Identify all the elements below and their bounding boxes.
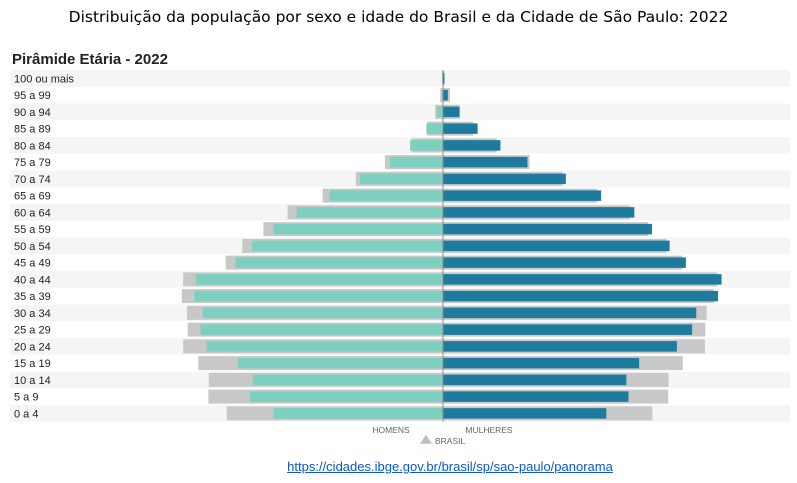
category-label: 70 a 74 (14, 174, 51, 186)
city-bar-mulheres (443, 140, 501, 151)
category-label: 75 a 79 (14, 157, 51, 169)
category-label: 90 a 94 (14, 107, 51, 119)
city-bar-mulheres (443, 274, 722, 285)
city-bar-homens (359, 173, 443, 185)
category-label: 45 a 49 (14, 258, 51, 270)
city-bar-mulheres (443, 190, 602, 201)
city-bar-homens (206, 341, 443, 352)
city-bar-mulheres (443, 223, 652, 235)
city-bar-mulheres (443, 408, 607, 419)
city-bar-mulheres (443, 324, 693, 335)
category-label: 100 ou mais (14, 73, 74, 85)
category-label: 65 a 69 (14, 191, 51, 203)
city-bar-homens (426, 123, 443, 134)
category-label: 95 a 99 (14, 90, 51, 102)
axis-label-mulheres: MULHERES (465, 425, 513, 435)
city-bar-homens (390, 156, 443, 168)
population-pyramid-chart: Pirâmide Etária - 2022 100 ou mais 95 a 9… (10, 51, 790, 444)
city-bar-homens (252, 240, 443, 252)
city-bar-homens (273, 408, 443, 419)
city-bar-homens (329, 190, 443, 201)
city-bar-homens (441, 89, 443, 101)
city-bar-homens (202, 307, 443, 319)
category-label: 5 a 9 (14, 392, 38, 404)
category-label: 40 a 44 (14, 274, 51, 286)
category-label: 80 a 84 (14, 140, 51, 152)
category-label: 55 a 59 (14, 224, 51, 236)
city-bar-homens (436, 106, 443, 118)
city-bar-mulheres (443, 290, 719, 302)
category-label: 0 a 4 (14, 408, 38, 420)
category-label: 25 a 29 (14, 325, 51, 337)
city-bar-mulheres (443, 73, 445, 84)
city-bars (194, 73, 722, 419)
city-bar-mulheres (443, 156, 528, 168)
city-bar-mulheres (443, 341, 677, 352)
legend-triangle-icon (420, 434, 432, 444)
source-link[interactable]: https://cidades.ibge.gov.br/brasil/sp/sa… (287, 459, 613, 474)
city-bar-homens (249, 391, 443, 402)
city-bar-homens (238, 357, 443, 369)
city-bar-mulheres (443, 106, 460, 118)
city-bar-homens (195, 274, 443, 285)
city-bar-mulheres (443, 173, 566, 185)
city-bar-mulheres (443, 307, 697, 319)
city-bar-mulheres (443, 374, 627, 386)
city-bar-mulheres (443, 89, 448, 101)
city-bar-mulheres (443, 257, 686, 268)
city-bar-mulheres (443, 391, 629, 402)
category-label: 50 a 54 (14, 241, 51, 253)
city-bar-homens (235, 257, 443, 268)
category-label: 35 a 39 (14, 291, 51, 303)
city-bar-mulheres (443, 207, 635, 218)
city-bar-homens (200, 324, 443, 335)
legend-label: BRASIL (435, 436, 466, 444)
page-title: Distribuição da população por sexo e ida… (68, 8, 729, 26)
city-bar-homens (410, 140, 443, 151)
category-label: 30 a 34 (14, 308, 51, 320)
row-band (10, 103, 790, 121)
row-band (10, 70, 790, 87)
category-label: 85 a 89 (14, 124, 51, 136)
category-label: 60 a 64 (14, 207, 51, 219)
category-label: 20 a 24 (14, 341, 51, 353)
category-labels: 100 ou mais 95 a 99 90 a 94 85 a 89 80 a 84 7… (14, 73, 74, 420)
city-bar-mulheres (443, 357, 640, 369)
city-bar-homens (296, 207, 443, 218)
city-bar-homens (194, 290, 443, 302)
city-bar-mulheres (443, 240, 670, 252)
category-label: 15 a 19 (14, 358, 51, 370)
city-bar-homens (252, 374, 443, 386)
row-band (10, 137, 790, 154)
city-bar-mulheres (443, 123, 478, 134)
chart-title: Pirâmide Etária - 2022 (12, 51, 168, 68)
axis-label-homens: HOMENS (372, 425, 410, 435)
category-label: 10 a 14 (14, 375, 51, 387)
city-bar-homens (273, 223, 443, 235)
